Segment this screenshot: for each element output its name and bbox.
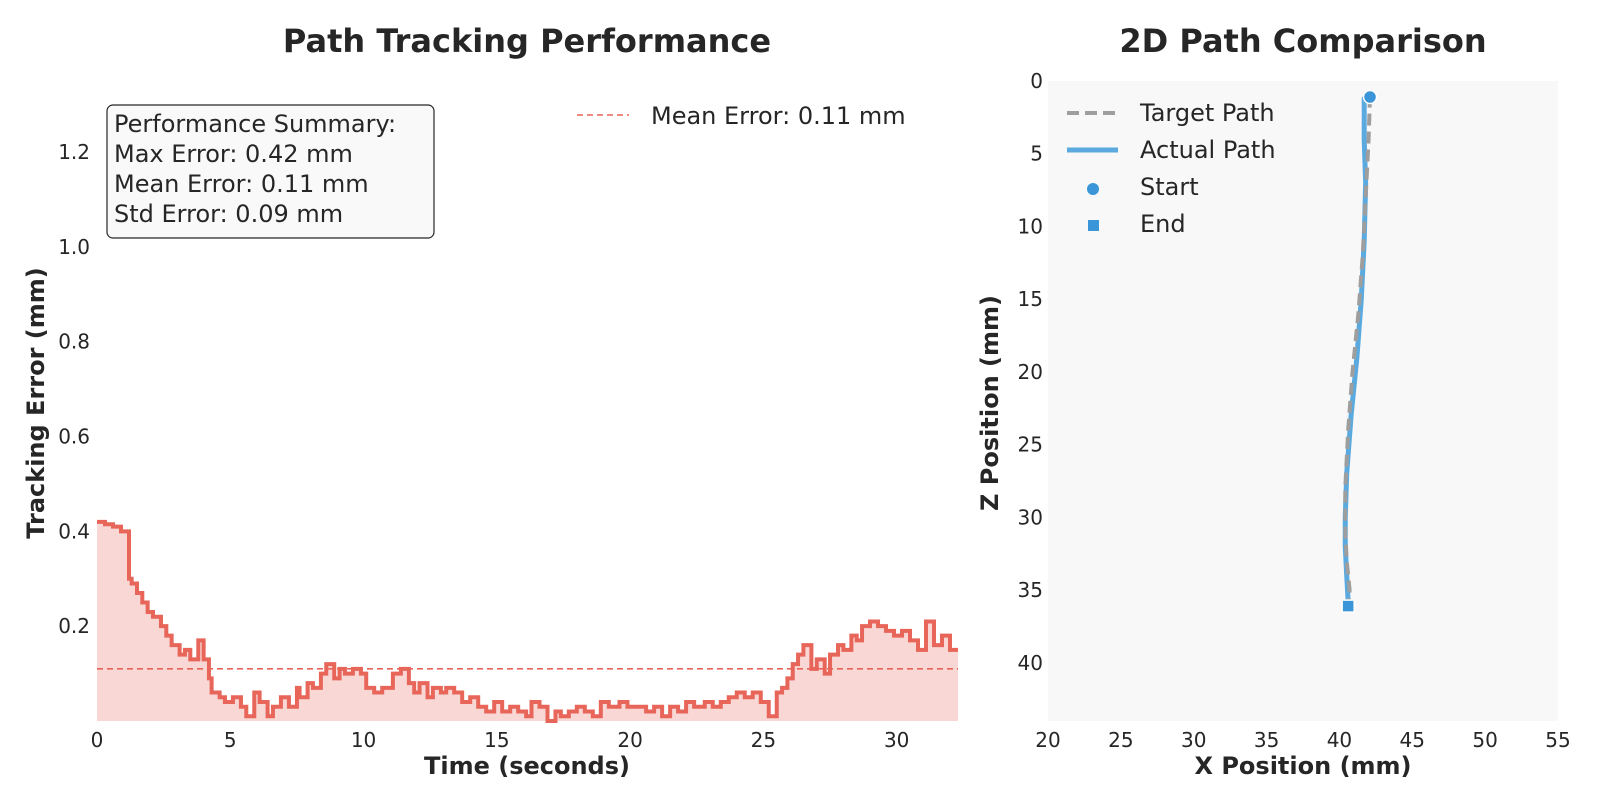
summary-line-max: Max Error: 0.42 mm bbox=[114, 140, 353, 168]
x-tick-label: 20 bbox=[617, 728, 642, 752]
y-tick-label: 20 bbox=[1018, 360, 1043, 384]
summary-line-heading: Performance Summary: bbox=[114, 110, 396, 138]
x-tick-label: 30 bbox=[1181, 728, 1206, 752]
x-tick-label: 50 bbox=[1472, 728, 1497, 752]
y-tick-label: 25 bbox=[1018, 433, 1043, 457]
path-x-axis-label: X Position (mm) bbox=[1194, 752, 1411, 780]
x-tick-label: 25 bbox=[1108, 728, 1133, 752]
x-tick-label: 5 bbox=[224, 728, 237, 752]
y-tick-label: 0.6 bbox=[58, 425, 90, 449]
path-legend: Target Path Actual Path Start End bbox=[1067, 99, 1276, 238]
summary-line-std: Std Error: 0.09 mm bbox=[114, 200, 343, 228]
x-tick-label: 10 bbox=[351, 728, 376, 752]
y-tick-label: 0.8 bbox=[58, 330, 90, 354]
path-comparison-chart: 2D Path Comparison 20 25 30 35 40 45 50 55 0 5 10… bbox=[976, 22, 1571, 780]
start-marker bbox=[1362, 89, 1378, 105]
path-y-ticks: 0 5 10 15 20 25 30 35 40 bbox=[1018, 69, 1043, 675]
tracking-legend: Mean Error: 0.11 mm bbox=[577, 102, 906, 130]
target-path-line bbox=[1343, 95, 1373, 605]
error-area-fill bbox=[97, 521, 958, 721]
y-tick-label: 40 bbox=[1018, 651, 1043, 675]
y-tick-label: 10 bbox=[1018, 214, 1043, 238]
x-tick-label: 25 bbox=[751, 728, 776, 752]
legend-end-label: End bbox=[1140, 210, 1186, 238]
y-tick-label: 15 bbox=[1018, 287, 1043, 311]
path-chart-title: 2D Path Comparison bbox=[1119, 22, 1486, 60]
error-step-line bbox=[97, 519, 958, 723]
summary-line-mean: Mean Error: 0.11 mm bbox=[114, 170, 369, 198]
legend-mean-error-label: Mean Error: 0.11 mm bbox=[651, 102, 906, 130]
y-tick-label: 35 bbox=[1018, 578, 1043, 602]
x-tick-label: 35 bbox=[1254, 728, 1279, 752]
performance-summary-box: Performance Summary: Max Error: 0.42 mm … bbox=[106, 104, 435, 239]
y-tick-label: 5 bbox=[1030, 142, 1043, 166]
path-y-axis-label: Z Position (mm) bbox=[976, 295, 1004, 511]
legend-target-path-label: Target Path bbox=[1139, 99, 1275, 127]
x-tick-label: 20 bbox=[1035, 728, 1060, 752]
summary-box-frame bbox=[106, 104, 435, 239]
path-plot-area bbox=[1341, 89, 1378, 613]
y-tick-label: 0.4 bbox=[58, 519, 90, 543]
legend-actual-path-label: Actual Path bbox=[1140, 136, 1276, 164]
x-tick-label: 40 bbox=[1327, 728, 1352, 752]
legend-start-marker bbox=[1087, 183, 1099, 195]
x-tick-label: 15 bbox=[484, 728, 509, 752]
tracking-y-ticks: 0.2 0.4 0.6 0.8 1.0 1.2 bbox=[58, 140, 90, 638]
tracking-x-ticks: 0 5 10 15 20 25 30 bbox=[91, 728, 910, 752]
y-tick-label: 1.2 bbox=[58, 140, 90, 164]
x-tick-label: 55 bbox=[1545, 728, 1570, 752]
tracking-x-axis-label: Time (seconds) bbox=[424, 752, 630, 780]
x-tick-label: 0 bbox=[91, 728, 104, 752]
legend-start-label: Start bbox=[1140, 173, 1199, 201]
x-tick-label: 45 bbox=[1400, 728, 1425, 752]
x-tick-label: 30 bbox=[884, 728, 909, 752]
path-x-ticks: 20 25 30 35 40 45 50 55 bbox=[1035, 728, 1570, 752]
tracking-plot-area bbox=[97, 519, 958, 723]
y-tick-label: 0 bbox=[1030, 69, 1043, 93]
y-tick-label: 0.2 bbox=[58, 614, 90, 638]
tracking-y-axis-label: Tracking Error (mm) bbox=[22, 267, 50, 539]
y-tick-label: 30 bbox=[1018, 505, 1043, 529]
tracking-chart-title: Path Tracking Performance bbox=[283, 22, 771, 60]
y-tick-label: 1.0 bbox=[58, 235, 90, 259]
end-marker bbox=[1341, 599, 1355, 613]
tracking-chart: Path Tracking Performance 0 5 10 15 20 25 30 0… bbox=[22, 22, 958, 780]
legend-end-marker bbox=[1088, 220, 1099, 231]
path-plot-background bbox=[1048, 81, 1558, 721]
